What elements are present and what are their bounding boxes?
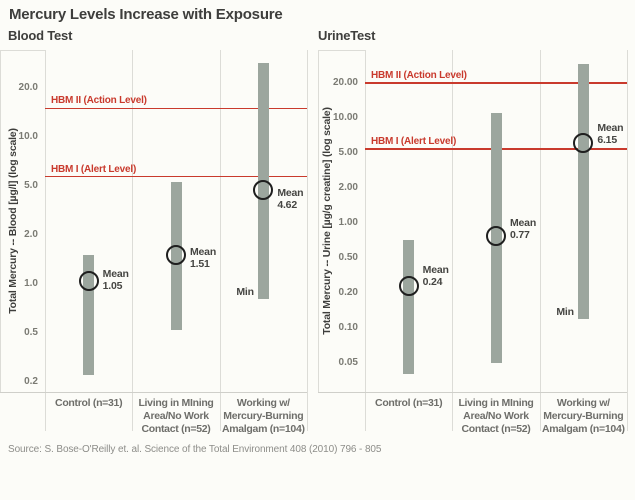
x-axis-line [318, 392, 627, 393]
column-gridline [132, 50, 133, 431]
mean-label: Mean 1.51 [190, 245, 217, 270]
ref-line-label: HBM I (Alert Level) [51, 163, 137, 175]
tick-label: 20.00 [332, 77, 358, 88]
tick-label: 2.00 [338, 182, 358, 193]
tick-label: 0.10 [338, 322, 358, 333]
mean-circle [486, 226, 506, 247]
mean-label: Mean 4.62 [277, 187, 304, 212]
axis-gutter-cap-line [0, 50, 45, 51]
tick-label: 1.00 [338, 217, 358, 228]
tick-label: 10.00 [332, 112, 358, 123]
tick-label: 0.5 [24, 327, 38, 338]
column-gridline [307, 50, 308, 431]
column-gridline [45, 50, 46, 431]
category-label: Control (n=31) [55, 397, 123, 409]
tick-label: 0.20 [338, 287, 358, 298]
panel-title: UrineTest [318, 28, 376, 43]
column-gridline [540, 50, 541, 431]
ref-line-label: HBM II (Action Level) [51, 95, 147, 107]
category-label: Working w/ Mercury-Burning Amalgam (n=10… [221, 397, 305, 435]
tick-label: 0.05 [338, 357, 358, 368]
column-gridline [452, 50, 453, 431]
tick-label: 5.0 [24, 180, 38, 191]
mean-circle [398, 276, 419, 297]
x-axis-line [0, 392, 307, 393]
tick-label: 0.2 [24, 376, 38, 387]
panel-left-border [0, 50, 1, 392]
tick-label: 0.50 [338, 252, 358, 263]
column-gridline [365, 50, 366, 431]
category-label: Control (n=31) [375, 397, 443, 409]
column-gridline [627, 50, 628, 431]
category-label: Living in MIning Area/No Work Contact (n… [458, 397, 534, 435]
tick-label: 20.0 [18, 82, 38, 93]
min-label: Min [556, 305, 574, 318]
mean-label: Mean 0.24 [422, 264, 449, 289]
tick-label: 10.0 [18, 131, 38, 142]
ref-line-label: HBM I (Alert Level) [371, 136, 457, 148]
panel-left-border [318, 50, 319, 392]
source-citation: Source: S. Bose-O'Reilly et. al. Science… [8, 444, 382, 455]
category-label: Living in MIning Area/No Work Contact (n… [138, 397, 214, 435]
mean-label: Mean 6.15 [597, 121, 624, 146]
chart-title: Mercury Levels Increase with Exposure [9, 6, 283, 23]
panel-title: Blood Test [8, 28, 73, 43]
tick-label: 1.0 [24, 278, 38, 289]
category-label: Working w/ Mercury-Burning Amalgam (n=10… [541, 397, 625, 435]
min-label: Min [236, 285, 254, 298]
axis-gutter-cap-line [318, 50, 365, 51]
ref-line-label: HBM II (Action Level) [371, 70, 467, 81]
mean-circle [78, 270, 99, 291]
ref-line [365, 82, 627, 84]
ref-line [45, 175, 307, 178]
range-bar [83, 255, 95, 375]
ref-line [45, 107, 307, 110]
range-bar [577, 64, 589, 319]
tick-label: 5.00 [338, 147, 358, 158]
mean-label: Mean 0.77 [510, 217, 537, 242]
mean-circle [573, 132, 594, 153]
mean-circle [253, 180, 274, 201]
range-bar [403, 239, 415, 375]
mean-circle [166, 244, 186, 265]
mean-label: Mean 1.05 [102, 267, 129, 292]
tick-label: 2.0 [24, 229, 38, 240]
column-gridline [220, 50, 221, 431]
